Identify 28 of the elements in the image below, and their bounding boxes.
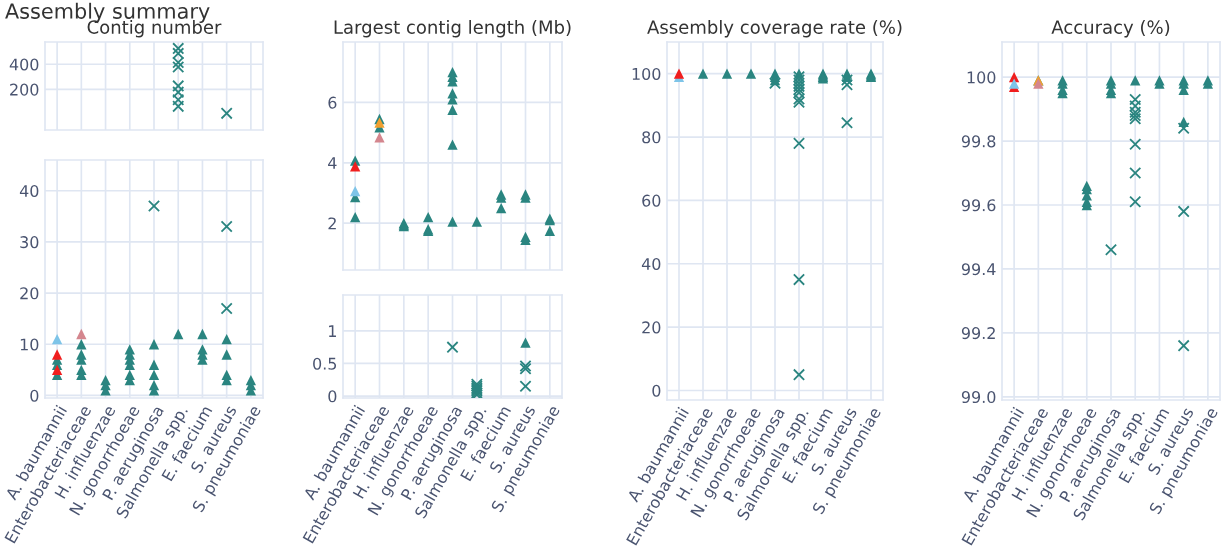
y-tick-label: 100 xyxy=(967,71,996,84)
y-tick-label: 99.4 xyxy=(961,263,996,276)
y-tick-label: 99.8 xyxy=(961,135,996,148)
y-tick-label: 1 xyxy=(329,325,336,337)
y-tick-label: 6 xyxy=(328,96,337,109)
y-tick-label: 40 xyxy=(641,257,661,271)
chart-title: Accuracy (%) xyxy=(1051,19,1170,38)
y-tick-label: 20 xyxy=(20,287,39,300)
y-tick-label: 99.6 xyxy=(961,199,996,212)
y-tick-label: 200 xyxy=(10,83,39,96)
y-tick-label: 10 xyxy=(20,338,39,351)
y-tick-label: 40 xyxy=(19,184,39,197)
y-tick-label: 400 xyxy=(9,58,39,71)
y-tick-label: 60 xyxy=(642,194,661,207)
y-tick-label: 0 xyxy=(652,384,661,397)
y-tick-label: 0 xyxy=(30,389,39,402)
chart-title: Largest contig length (Mb) xyxy=(334,19,571,38)
chart-title: Assembly coverage rate (%) xyxy=(647,19,902,38)
y-tick-label: 4 xyxy=(328,157,337,169)
y-tick-label: 99.2 xyxy=(961,327,995,340)
y-tick-label: 0.5 xyxy=(313,357,337,370)
y-tick-label: 30 xyxy=(20,236,39,249)
y-tick-label: 80 xyxy=(642,131,661,144)
y-tick-label: 100 xyxy=(632,67,661,80)
y-tick-label: 0 xyxy=(328,390,337,403)
y-tick-label: 2 xyxy=(328,217,336,230)
y-tick-label: 99.0 xyxy=(961,391,996,404)
y-tick-label: 20 xyxy=(642,321,661,334)
